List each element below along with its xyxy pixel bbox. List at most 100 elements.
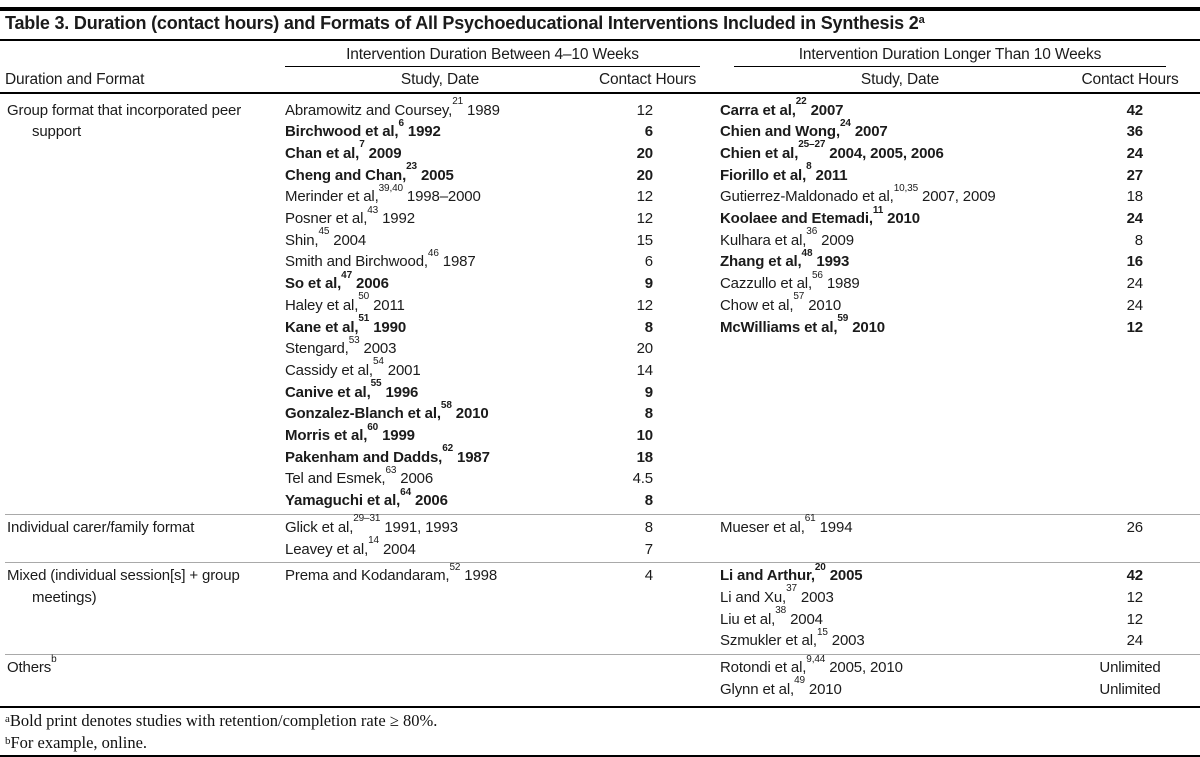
study-row: Fiorillo et al,8 2011 27 xyxy=(720,162,1180,187)
contact-hours-cell: 24 xyxy=(1080,208,1180,230)
contact-hours-value: 24 xyxy=(1126,296,1144,314)
contact-hours-cell: 4 xyxy=(644,567,653,585)
study-row: Li and Xu,37 2003 12 xyxy=(720,584,1180,609)
contact-hours-cell: 16 xyxy=(1080,251,1180,273)
reference-superscript: 56 xyxy=(811,269,823,281)
studies-column-4-10-weeks: Prema and Kodandaram,52 1998 4 xyxy=(285,561,700,587)
contact-hours-cell: Unlimited xyxy=(1099,680,1161,698)
reference-superscript: 22 xyxy=(795,96,807,107)
study-date-cell: Koolaee and Etemadi,11 2010 xyxy=(720,204,920,228)
study-date-cell: Birchwood et al,6 1992 xyxy=(285,117,441,141)
table-title: Table 3. Duration (contact hours) and Fo… xyxy=(0,11,1200,39)
reference-superscript: 38 xyxy=(775,605,787,617)
reference-superscript: 50 xyxy=(358,291,370,303)
study-row: Glynn et al,49 2010 Unlimited xyxy=(720,675,1180,701)
body-bottom-rule xyxy=(0,706,1200,709)
contact-hours-value: 16 xyxy=(1126,253,1144,271)
column-header-study-date-right: Study, Date xyxy=(860,70,940,88)
contact-hours-cell: 6 xyxy=(644,253,653,271)
study-date-cell: Shin,45 2004 xyxy=(285,226,367,249)
study-date-cell: Cazzullo et al,56 1989 xyxy=(720,269,860,293)
study-date-cell: Mueser et al,61 1994 xyxy=(720,513,853,536)
study-date-cell: Chien et al,25–27 2004, 2005, 2006 xyxy=(720,139,944,162)
study-date-cell: Liu et al,38 2004 xyxy=(720,605,823,628)
study-date-cell: Haley et al,50 2011 xyxy=(285,291,405,314)
contact-hours-value: 8 xyxy=(1134,231,1143,249)
contact-hours-value: 24 xyxy=(1126,210,1144,228)
study-date-cell: Leavey et al,14 2004 xyxy=(285,535,416,558)
study-row: Smith and Birchwood,46 1987 6 xyxy=(285,247,700,273)
spanner-underline-left xyxy=(285,65,700,67)
study-row: Szmukler et al,15 2003 24 xyxy=(720,626,1180,652)
contact-hours-cell: 20 xyxy=(636,144,654,162)
contact-hours-cell: 20 xyxy=(636,166,654,184)
study-date-cell: Smith and Birchwood,46 1987 xyxy=(285,247,476,271)
contact-hours-value: 36 xyxy=(1126,123,1144,141)
table-header: Duration and Format Intervention Duratio… xyxy=(0,41,1200,92)
contact-hours-cell: 18 xyxy=(1080,186,1180,208)
study-date-cell: McWilliams et al,59 2010 xyxy=(720,313,885,336)
study-date-cell: Rotondi et al,9,44 2005, 2010 xyxy=(720,653,903,677)
reference-superscript: 47 xyxy=(341,269,352,281)
study-row: Chan et al,7 2009 20 xyxy=(285,140,700,165)
reference-superscript: 14 xyxy=(368,535,379,547)
study-row: So et al,47 2006 9 xyxy=(285,269,700,295)
subheader-right: Study, Date Contact Hours xyxy=(720,67,1180,92)
reference-superscript: 6 xyxy=(398,117,404,129)
contact-hours-cell: 12 xyxy=(636,210,654,228)
contact-hours-cell: 12 xyxy=(1080,609,1180,631)
format-footnote-marker: b xyxy=(51,653,57,665)
study-row: Gutierrez-Maldonado et al,10,35 2007, 20… xyxy=(720,183,1180,208)
study-date-cell: Glick et al,29–31 1991, 1993 xyxy=(285,513,458,536)
contact-hours-cell: 14 xyxy=(636,361,654,379)
study-date-cell: Glynn et al,49 2010 xyxy=(720,675,842,698)
header-group-longer-10-weeks: Intervention Duration Longer Than 10 Wee… xyxy=(720,41,1180,92)
reference-superscript: 63 xyxy=(385,464,397,476)
contact-hours-cell: 24 xyxy=(1080,273,1180,295)
contact-hours-cell: 24 xyxy=(1080,630,1180,652)
study-date-cell: Cheng and Chan,23 2005 xyxy=(285,161,454,184)
reference-superscript: 64 xyxy=(400,486,411,498)
study-row: Prema and Kodandaram,52 1998 4 xyxy=(285,561,700,587)
contact-hours-cell: 24 xyxy=(1080,143,1180,165)
study-row: Carra et al,22 2007 42 xyxy=(720,96,1180,122)
header-divider-rule xyxy=(0,91,1200,94)
reference-superscript: 7 xyxy=(359,139,365,151)
contact-hours-cell: 12 xyxy=(1080,317,1180,339)
reference-superscript: 21 xyxy=(452,96,464,107)
spanner-longer-10-weeks: Intervention Duration Longer Than 10 Wee… xyxy=(798,45,1102,63)
contact-hours-cell: 6 xyxy=(644,123,653,141)
contact-hours-cell: 12 xyxy=(636,188,654,206)
contact-hours-cell: 26 xyxy=(1080,517,1180,539)
column-header-contact-hours-left: Contact Hours xyxy=(598,70,697,88)
study-date-cell: Zhang et al,48 1993 xyxy=(720,247,850,271)
footnote-a-text: Bold print denotes studies with retentio… xyxy=(9,711,438,731)
study-row: Chow et al,57 2010 24 xyxy=(720,292,1180,317)
contact-hours-cell: 7 xyxy=(644,540,653,558)
study-row: Yamaguchi et al,64 2006 8 xyxy=(285,486,700,512)
table-row-group: Mixed (individual session[s] + group mee… xyxy=(5,562,1200,654)
reference-superscript: 54 xyxy=(372,356,384,368)
reference-superscript: 53 xyxy=(348,334,360,346)
format-cell: Group format that incorporated peer supp… xyxy=(7,101,242,141)
table-title-text: Table 3. Duration (contact hours) and Fo… xyxy=(5,13,919,33)
study-date-cell: Kane et al,51 1990 xyxy=(285,313,407,336)
study-date-cell: Szmukler et al,15 2003 xyxy=(720,626,865,650)
study-date-cell: Prema and Kodandaram,52 1998 xyxy=(285,561,498,585)
reference-superscript: 8 xyxy=(806,161,812,173)
studies-column-longer-10-weeks: Li and Arthur,20 2005 42 Li and Xu,37 2003… xyxy=(720,562,1180,652)
contact-hours-cell: 42 xyxy=(1080,100,1180,122)
reference-superscript: 58 xyxy=(440,399,452,411)
contact-hours-cell: Unlimited xyxy=(1099,659,1161,677)
study-date-cell: Abramowitz and Coursey,21 1989 xyxy=(285,96,500,119)
study-date-cell: So et al,47 2006 xyxy=(285,269,389,293)
studies-column-longer-10-weeks: Rotondi et al,9,44 2005, 2010 Unlimited Gl… xyxy=(720,653,1180,701)
contact-hours-cell: 9 xyxy=(644,275,653,293)
table-row-group: Individual carer/family format Glick et a… xyxy=(5,513,1200,562)
reference-superscript: 48 xyxy=(801,247,813,259)
column-header-contact-hours-right: Contact Hours xyxy=(1081,70,1179,88)
study-row: Morris et al,60 1999 10 xyxy=(285,421,700,447)
study-date-cell: Carra et al,22 2007 xyxy=(720,96,844,119)
footnote-b-text: For example, online. xyxy=(10,733,148,753)
study-date-cell: Morris et al,60 1999 xyxy=(285,421,415,445)
